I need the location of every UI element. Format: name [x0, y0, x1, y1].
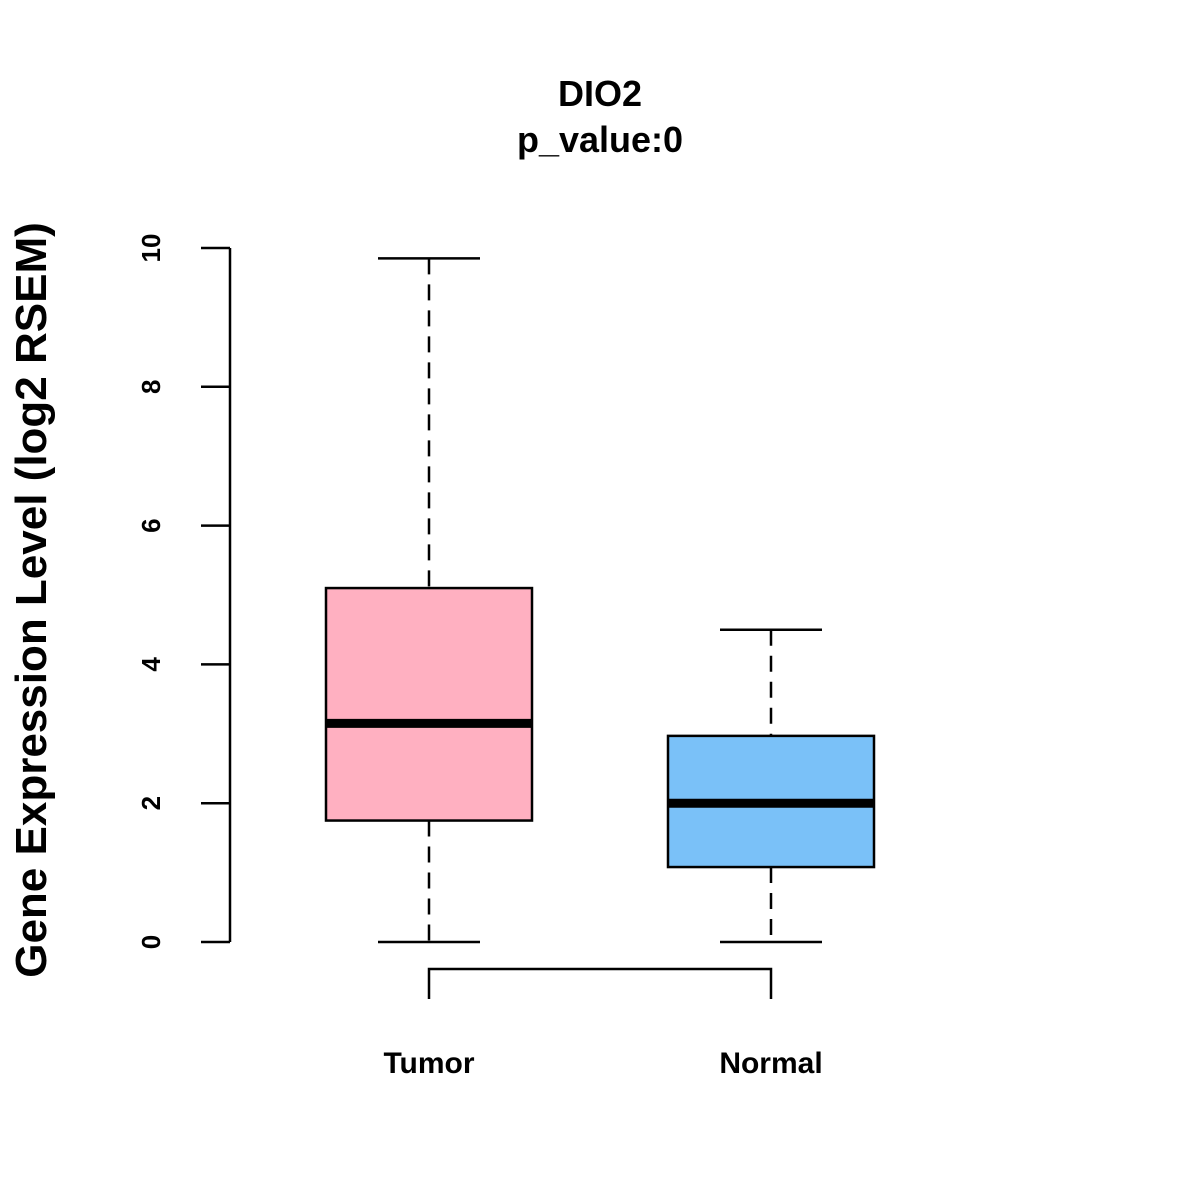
comparison-bracket: [427, 967, 773, 999]
chart-title: DIO2: [558, 73, 642, 114]
x-label-normal: Normal: [719, 1047, 822, 1080]
y-tick-label: 6: [136, 518, 166, 532]
bracket-line: [427, 967, 773, 999]
y-tick-label: 4: [136, 657, 166, 672]
iqr-box: [324, 586, 534, 822]
box-normal: [666, 628, 876, 944]
boxes-group: [324, 257, 876, 944]
y-tick-label: 8: [136, 380, 166, 394]
y-tick-label: 10: [136, 234, 166, 263]
y-axis: 0 2 4 6 8 10: [136, 234, 232, 949]
x-label-tumor: Tumor: [383, 1047, 474, 1080]
chart-subtitle: p_value:0: [517, 119, 683, 160]
y-tick-label: 2: [136, 796, 166, 810]
box-tumor: [324, 257, 534, 944]
y-axis-label: Gene Expression Level (log2 RSEM): [7, 222, 56, 978]
x-axis-labels: Tumor Normal: [383, 1047, 822, 1080]
y-tick-label: 0: [136, 935, 166, 949]
